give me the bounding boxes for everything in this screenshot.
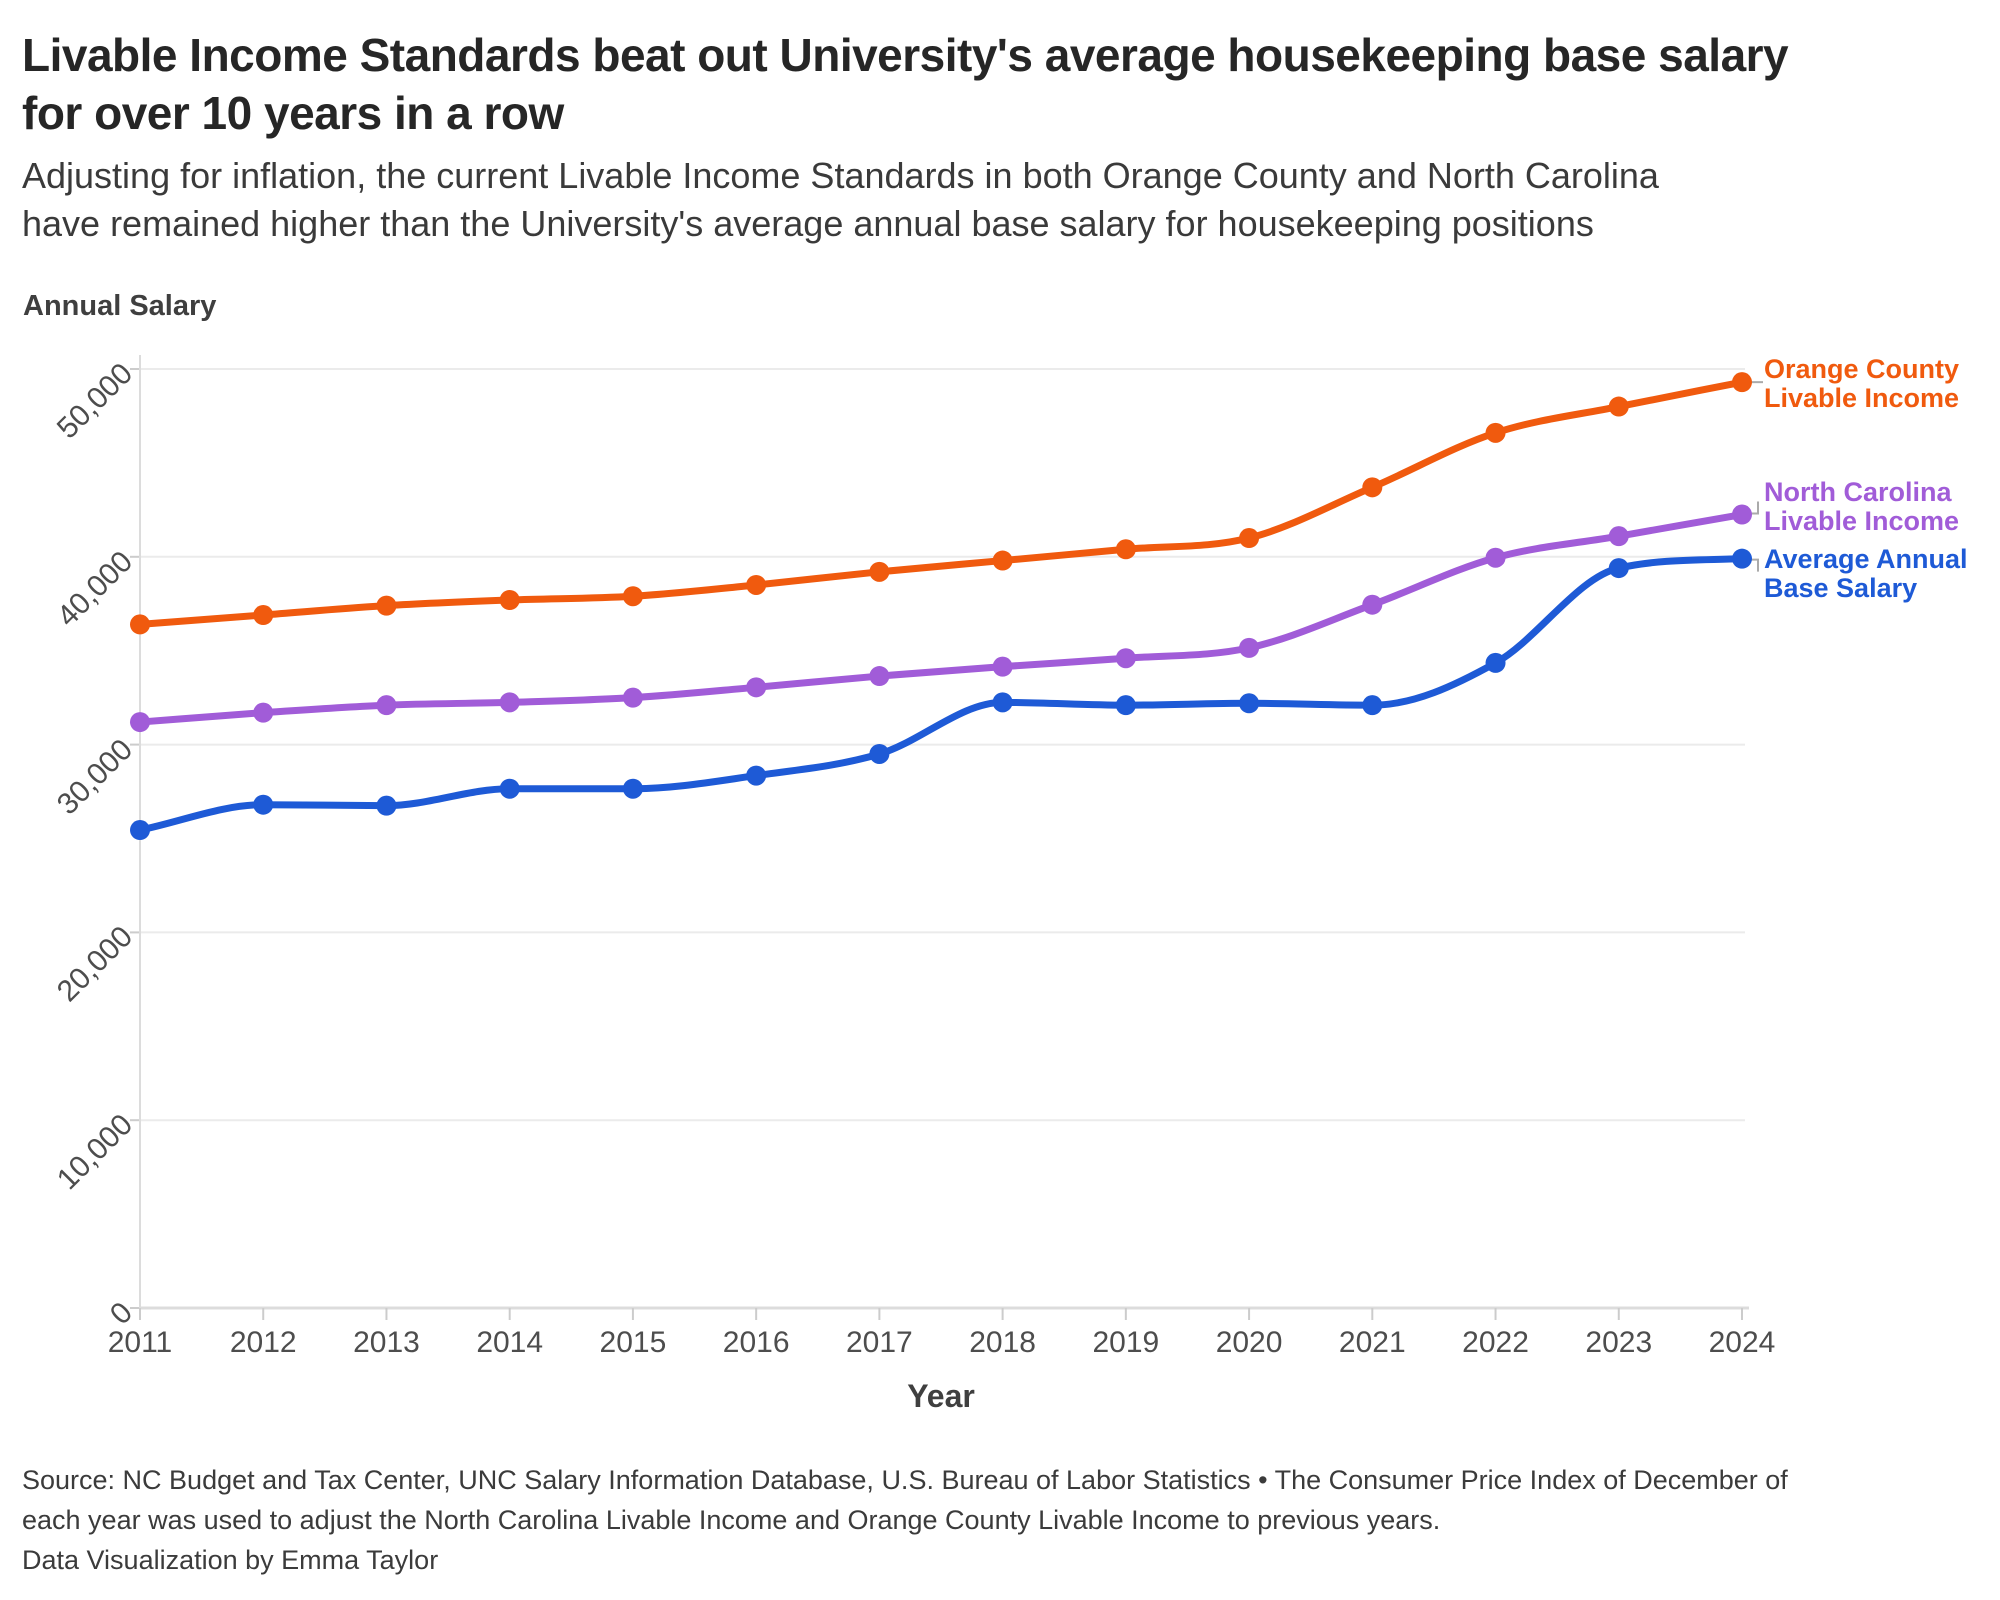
x-tick-label-2012: 2012	[229, 1326, 297, 1359]
data-point-average-annual-base-salary-2020	[1239, 693, 1260, 714]
data-point-orange-county-livable-income-2016	[746, 574, 767, 595]
legend-base-salary-line-1: Average Annual	[1764, 544, 1968, 574]
x-tick-label-2015: 2015	[599, 1326, 667, 1359]
data-point-orange-county-livable-income-2019	[1115, 539, 1136, 560]
footer-line-1: Source: NC Budget and Tax Center, UNC Sa…	[22, 1465, 1788, 1495]
data-point-north-carolina-livable-income-2016	[746, 677, 767, 698]
data-point-average-annual-base-salary-2022	[1485, 652, 1506, 673]
footer-line-3: Data Visualization by Emma Taylor	[22, 1545, 439, 1575]
x-tick-label-2011: 2011	[107, 1326, 173, 1359]
x-tick-label-2021: 2021	[1338, 1326, 1406, 1359]
page-title: Livable Income Standards beat out Univer…	[22, 26, 1984, 142]
x-tick-label-2024: 2024	[1708, 1326, 1776, 1359]
legend-north-carolina-line-1: North Carolina	[1764, 477, 1952, 507]
legend-orange-county: Orange County Livable Income	[1764, 355, 1959, 413]
data-point-average-annual-base-salary-2023	[1608, 558, 1629, 579]
data-point-north-carolina-livable-income-2019	[1115, 648, 1136, 669]
data-point-north-carolina-livable-income-2015	[622, 687, 643, 708]
data-point-north-carolina-livable-income-2020	[1239, 637, 1260, 658]
data-point-orange-county-livable-income-2024	[1732, 372, 1752, 393]
data-point-average-annual-base-salary-2012	[253, 794, 274, 815]
legend-base-salary-line-2: Base Salary	[1764, 573, 1918, 603]
data-point-orange-county-livable-income-2017	[869, 561, 890, 582]
title-line-1: Livable Income Standards beat out Univer…	[22, 29, 1789, 81]
footer-line-2: each year was used to adjust the North C…	[22, 1505, 1441, 1535]
series-line-orange-county-livable-income	[136, 378, 1746, 628]
data-point-north-carolina-livable-income-2011	[130, 712, 150, 733]
data-point-orange-county-livable-income-2022	[1485, 422, 1506, 443]
legend-orange-county-line-2: Livable Income	[1764, 383, 1960, 413]
data-point-orange-county-livable-income-2018	[992, 550, 1013, 571]
subtitle-line-1: Adjusting for inflation, the current Liv…	[22, 155, 1659, 196]
x-tick-label-2022: 2022	[1462, 1326, 1529, 1359]
data-point-orange-county-livable-income-2023	[1608, 396, 1629, 417]
data-point-north-carolina-livable-income-2013	[376, 695, 397, 716]
data-point-orange-county-livable-income-2013	[376, 595, 397, 616]
x-axis-title: Year	[907, 1378, 975, 1414]
data-point-orange-county-livable-income-2012	[253, 605, 274, 626]
legend-base-salary: Average Annual Base Salary	[1764, 545, 1968, 603]
data-point-average-annual-base-salary-2024	[1732, 548, 1752, 569]
data-point-orange-county-livable-income-2015	[622, 586, 643, 607]
data-point-average-annual-base-salary-2013	[376, 795, 397, 816]
x-tick-label-2016: 2016	[722, 1326, 790, 1359]
data-point-average-annual-base-salary-2018	[992, 692, 1013, 713]
x-tick-label-2019: 2019	[1092, 1326, 1160, 1359]
data-point-average-annual-base-salary-2016	[746, 765, 767, 786]
data-point-orange-county-livable-income-2020	[1239, 528, 1260, 549]
series-line-north-carolina-livable-income	[136, 511, 1746, 726]
data-point-average-annual-base-salary-2019	[1115, 695, 1136, 716]
source-footer: Source: NC Budget and Tax Center, UNC Sa…	[22, 1460, 1992, 1580]
subtitle-line-2: have remained higher than the University…	[22, 203, 1594, 244]
data-point-north-carolina-livable-income-2018	[992, 656, 1013, 677]
data-point-north-carolina-livable-income-2021	[1362, 594, 1383, 615]
data-point-average-annual-base-salary-2011	[130, 820, 150, 841]
legend-north-carolina-line-2: Livable Income	[1764, 506, 1960, 536]
data-point-north-carolina-livable-income-2014	[499, 692, 520, 713]
legend-north-carolina: North Carolina Livable Income	[1764, 478, 1959, 536]
y-axis-title: Annual Salary	[23, 290, 217, 322]
x-tick-label-2020: 2020	[1215, 1326, 1283, 1359]
data-point-north-carolina-livable-income-2017	[869, 666, 890, 687]
title-line-2: for over 10 years in a row	[22, 87, 564, 139]
legend-connector-base-salary	[1750, 558, 1759, 572]
x-tick-label-2014: 2014	[476, 1326, 544, 1359]
data-point-average-annual-base-salary-2021	[1362, 695, 1383, 716]
legend-connector-north-carolina	[1750, 501, 1759, 515]
data-point-average-annual-base-salary-2017	[869, 743, 890, 764]
data-point-north-carolina-livable-income-2024	[1732, 504, 1752, 525]
x-tick-label-2013: 2013	[353, 1326, 420, 1359]
data-point-orange-county-livable-income-2021	[1362, 477, 1383, 498]
data-point-north-carolina-livable-income-2022	[1485, 547, 1506, 568]
data-point-north-carolina-livable-income-2023	[1608, 526, 1629, 547]
legend-orange-county-line-1: Orange County	[1764, 354, 1960, 384]
data-point-orange-county-livable-income-2011	[130, 614, 150, 635]
x-tick-label-2018: 2018	[969, 1326, 1036, 1359]
page-subtitle: Adjusting for inflation, the current Liv…	[22, 152, 1992, 248]
data-point-north-carolina-livable-income-2012	[253, 702, 274, 723]
data-point-average-annual-base-salary-2015	[622, 778, 643, 799]
x-tick-label-2017: 2017	[846, 1326, 913, 1359]
data-point-average-annual-base-salary-2014	[499, 778, 520, 799]
x-tick-label-2023: 2023	[1585, 1326, 1653, 1359]
data-point-orange-county-livable-income-2014	[499, 589, 520, 610]
